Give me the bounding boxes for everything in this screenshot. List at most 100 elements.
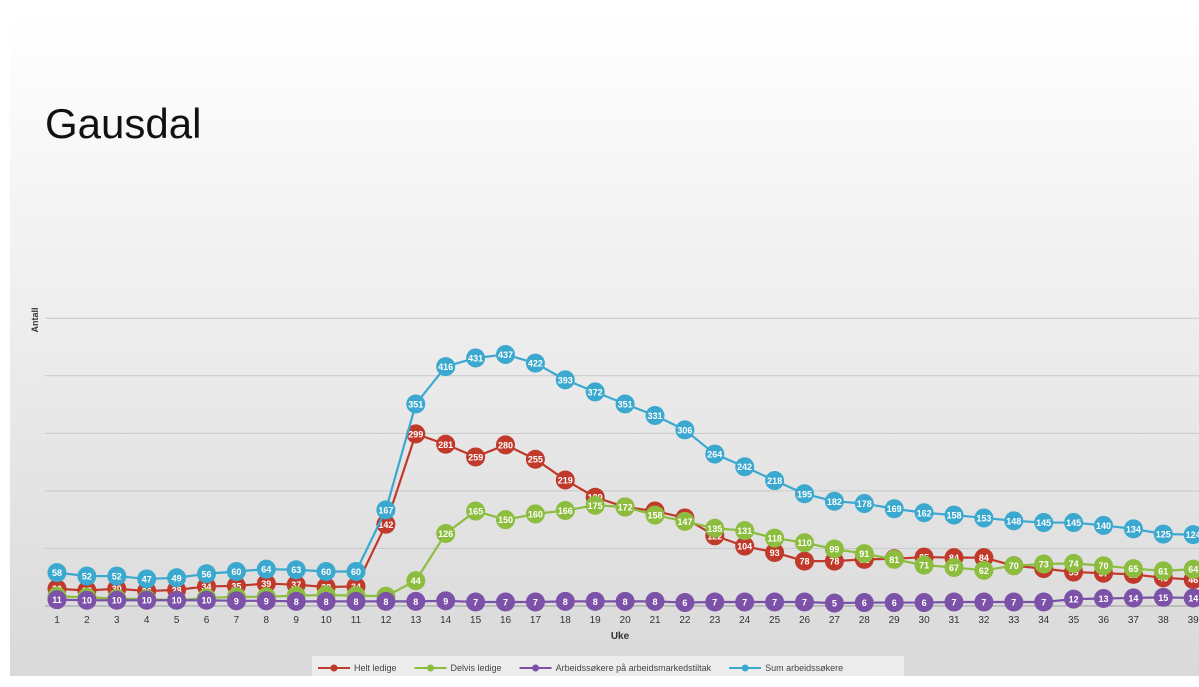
data-label: 7 [712, 597, 717, 607]
data-label: 8 [652, 597, 657, 607]
legend-marker [427, 665, 434, 672]
x-tick-label: 12 [380, 615, 392, 626]
data-label: 134 [1126, 524, 1141, 534]
x-tick-label: 3 [114, 615, 120, 626]
data-label: 158 [946, 511, 961, 521]
data-label: 372 [588, 387, 603, 397]
chart-title: Gausdal [45, 100, 201, 147]
data-label: 7 [503, 597, 508, 607]
x-tick-label: 19 [590, 615, 602, 626]
x-tick-label: 14 [440, 615, 452, 626]
data-label: 124 [1186, 530, 1199, 540]
x-tick-label: 22 [679, 615, 691, 626]
x-tick-label: 21 [649, 615, 661, 626]
x-tick-label: 5 [174, 615, 180, 626]
data-label: 118 [767, 534, 782, 544]
x-tick-label: 23 [709, 615, 721, 626]
x-tick-label: 4 [144, 615, 150, 626]
data-label: 10 [142, 596, 152, 606]
data-label: 281 [438, 440, 453, 450]
data-label: 7 [1011, 597, 1016, 607]
x-tick-label: 6 [204, 615, 210, 626]
data-label: 49 [172, 573, 182, 583]
data-label: 64 [1188, 565, 1198, 575]
x-tick-label: 24 [739, 615, 751, 626]
data-label: 60 [231, 567, 241, 577]
data-label: 7 [772, 597, 777, 607]
data-label: 126 [438, 529, 453, 539]
data-label: 172 [618, 503, 633, 513]
data-label: 259 [468, 452, 483, 462]
data-label: 64 [261, 565, 271, 575]
data-label: 73 [1039, 559, 1049, 569]
data-label: 11 [52, 595, 62, 605]
x-tick-label: 18 [560, 615, 572, 626]
data-label: 162 [917, 508, 932, 518]
data-label: 9 [264, 596, 269, 606]
x-tick-label: 1 [54, 615, 60, 626]
x-tick-label: 32 [978, 615, 990, 626]
data-label: 10 [172, 596, 182, 606]
legend-marker [331, 665, 338, 672]
data-label: 351 [408, 399, 423, 409]
x-tick-label: 39 [1188, 615, 1199, 626]
x-tick-label: 8 [264, 615, 270, 626]
legend-label: Sum arbeidssøkere [765, 663, 843, 673]
data-label: 140 [1096, 521, 1111, 531]
data-label: 165 [468, 507, 483, 517]
x-tick-label: 17 [530, 615, 542, 626]
x-tick-label: 27 [829, 615, 841, 626]
data-label: 62 [979, 566, 989, 576]
data-label: 9 [443, 596, 448, 606]
data-label: 10 [112, 596, 122, 606]
x-tick-label: 38 [1158, 615, 1170, 626]
data-label: 7 [802, 597, 807, 607]
data-label: 437 [498, 350, 513, 360]
data-label: 71 [919, 561, 929, 571]
data-label: 131 [737, 526, 752, 536]
data-label: 145 [1036, 518, 1051, 528]
data-label: 14 [1128, 593, 1138, 603]
data-label: 6 [682, 598, 687, 608]
data-label: 99 [829, 545, 839, 555]
data-label: 7 [742, 597, 747, 607]
data-label: 104 [737, 542, 752, 552]
data-label: 93 [770, 548, 780, 558]
data-label: 125 [1156, 530, 1171, 540]
data-label: 47 [142, 574, 152, 584]
data-label: 147 [677, 517, 692, 527]
data-label: 8 [353, 597, 358, 607]
data-label: 6 [892, 598, 897, 608]
data-label: 8 [324, 597, 329, 607]
x-tick-label: 30 [919, 615, 931, 626]
data-label: 7 [981, 597, 986, 607]
data-label: 8 [413, 597, 418, 607]
data-label: 70 [1098, 561, 1108, 571]
data-label: 8 [294, 597, 299, 607]
legend-marker [532, 665, 539, 672]
data-label: 7 [533, 597, 538, 607]
data-label: 145 [1066, 518, 1081, 528]
data-label: 60 [351, 567, 361, 577]
x-tick-label: 25 [769, 615, 781, 626]
data-label: 175 [588, 501, 603, 511]
x-tick-label: 7 [234, 615, 240, 626]
data-label: 12 [1069, 595, 1079, 605]
data-label: 65 [1128, 564, 1138, 574]
data-label: 150 [498, 515, 513, 525]
data-label: 331 [647, 411, 662, 421]
data-label: 10 [82, 596, 92, 606]
data-label: 15 [1158, 593, 1168, 603]
x-tick-label: 11 [351, 615, 362, 626]
data-label: 91 [859, 549, 869, 559]
x-tick-label: 9 [293, 615, 299, 626]
x-tick-label: 16 [500, 615, 512, 626]
data-label: 242 [737, 462, 752, 472]
x-tick-label: 13 [410, 615, 422, 626]
data-label: 7 [473, 597, 478, 607]
data-label: 167 [378, 505, 393, 515]
data-label: 306 [677, 425, 692, 435]
data-label: 7 [951, 597, 956, 607]
data-label: 182 [827, 497, 842, 507]
